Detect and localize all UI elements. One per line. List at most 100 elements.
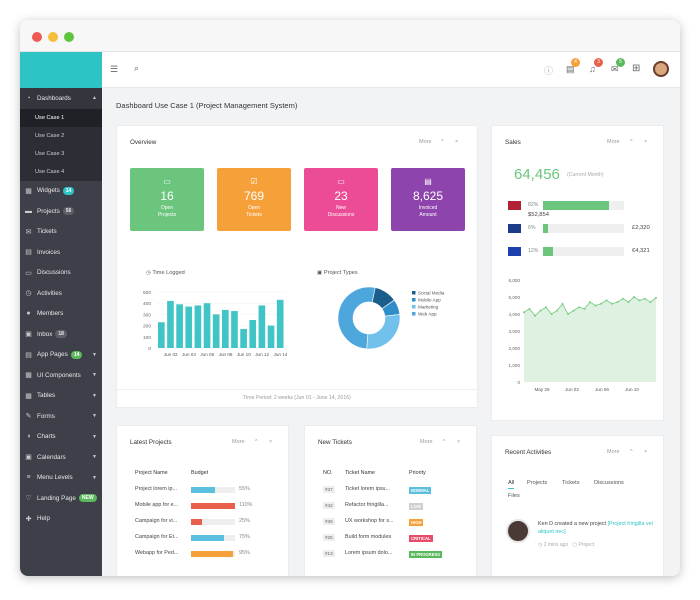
activities-close-icon[interactable]: × bbox=[644, 449, 648, 455]
tickets-more-button[interactable]: More bbox=[420, 439, 433, 445]
stat-tile[interactable]: ▤ 8,625 Invoiced Amount bbox=[391, 168, 465, 231]
activity-user[interactable]: Ken D bbox=[538, 521, 553, 527]
activity-avatar[interactable] bbox=[506, 519, 530, 543]
sales-point[interactable] bbox=[539, 309, 542, 312]
sales-point[interactable] bbox=[545, 306, 547, 309]
activities-more-button[interactable]: More bbox=[607, 449, 620, 455]
sales-point[interactable] bbox=[633, 296, 635, 298]
sales-point[interactable] bbox=[534, 314, 536, 317]
time-logged-bar[interactable] bbox=[222, 309, 229, 348]
time-logged-bar[interactable] bbox=[176, 304, 183, 348]
activity-project-link[interactable]: [Project fringilla vel aliquet nec] bbox=[538, 521, 653, 535]
time-logged-bar[interactable] bbox=[167, 300, 174, 348]
time-logged-bar[interactable] bbox=[203, 303, 211, 348]
sales-point[interactable] bbox=[605, 299, 608, 302]
sales-point[interactable] bbox=[578, 306, 580, 309]
sidebar-item-dashboards[interactable]: ◔ Dashboards ▲ bbox=[20, 88, 102, 109]
tab-discussions[interactable]: Discussions bbox=[594, 480, 624, 486]
sales-point[interactable] bbox=[655, 296, 657, 299]
projects-collapse-icon[interactable]: ^ bbox=[255, 439, 258, 445]
stat-tile[interactable]: ☑ 769 Open Tickets bbox=[217, 168, 291, 231]
sidebar-subitem[interactable]: Use Case 3 bbox=[20, 144, 102, 163]
tab-projects[interactable]: Projects bbox=[527, 480, 548, 486]
sales-point[interactable] bbox=[638, 299, 641, 302]
ticket-name[interactable]: Build form modules bbox=[345, 534, 392, 540]
sales-point[interactable] bbox=[616, 301, 619, 304]
collapse-icon[interactable]: ^ bbox=[441, 139, 444, 145]
sidebar-item-forms[interactable]: ✎ Forms ▼ bbox=[20, 406, 102, 427]
pie-slice[interactable] bbox=[366, 314, 401, 350]
sidebar-item-charts[interactable]: ◑ Charts ▼ bbox=[20, 427, 102, 448]
projects-more-button[interactable]: More bbox=[232, 439, 245, 445]
sales-point[interactable] bbox=[556, 309, 558, 312]
projects-close-icon[interactable]: × bbox=[269, 439, 273, 445]
time-logged-bar[interactable] bbox=[240, 328, 247, 348]
user-avatar[interactable] bbox=[653, 61, 669, 77]
time-logged-bar[interactable] bbox=[249, 320, 257, 348]
sidebar-item-tables[interactable]: ▦ Tables ▼ bbox=[20, 386, 102, 407]
sales-collapse-icon[interactable]: ^ bbox=[630, 139, 633, 145]
sidebar-item-activities[interactable]: ◷ Activities bbox=[20, 283, 102, 304]
sidebar-item-menu-levels[interactable]: ≡ Menu Levels ▼ bbox=[20, 468, 102, 489]
tickets-collapse-icon[interactable]: ^ bbox=[443, 439, 446, 445]
sales-point[interactable] bbox=[589, 301, 591, 304]
stat-tile[interactable]: ▭ 23 New Discussions bbox=[304, 168, 378, 231]
time-logged-bar[interactable] bbox=[185, 306, 193, 348]
menu-toggle-icon[interactable]: ☰ bbox=[110, 64, 119, 74]
project-name[interactable]: Webapp for Ped... bbox=[135, 550, 179, 556]
close-window-button[interactable] bbox=[32, 32, 42, 42]
sidebar-item-widgets[interactable]: ▦ Widgets 14 bbox=[20, 181, 102, 202]
ticket-name[interactable]: Refactor fringilla... bbox=[345, 502, 389, 508]
ticket-name[interactable]: UX workshop for s... bbox=[345, 518, 394, 524]
sidebar-item-discussions[interactable]: ▭ Discussions bbox=[20, 263, 102, 284]
sales-point[interactable] bbox=[561, 302, 564, 305]
sidebar-item-tickets[interactable]: ✉ Tickets bbox=[20, 222, 102, 243]
info-icon[interactable]: ⓘ bbox=[544, 66, 554, 76]
sidebar-item-ui-components[interactable]: ▦ UI Components ▼ bbox=[20, 365, 102, 386]
sidebar-item-landing-page[interactable]: ♡ Landing Page NEW bbox=[20, 488, 102, 509]
tab-files[interactable]: Files bbox=[508, 493, 520, 499]
pie-slice[interactable] bbox=[337, 286, 376, 350]
time-logged-bar[interactable] bbox=[158, 322, 165, 348]
sales-point[interactable] bbox=[550, 313, 553, 315]
sales-point[interactable] bbox=[611, 302, 613, 305]
bell-icon[interactable]: ♫ bbox=[589, 64, 596, 74]
project-name[interactable]: Campaign for Et... bbox=[135, 534, 179, 540]
time-logged-bar[interactable] bbox=[258, 305, 266, 348]
sales-point[interactable] bbox=[649, 301, 652, 304]
time-logged-bar[interactable] bbox=[267, 325, 275, 348]
sidebar-item-invoices[interactable]: ▤ Invoices bbox=[20, 242, 102, 263]
sales-point[interactable] bbox=[583, 307, 586, 310]
ticket-name[interactable]: Ticket lorem ipsu... bbox=[345, 486, 391, 492]
project-name[interactable]: Mobile app for e... bbox=[135, 502, 179, 508]
time-logged-bar[interactable] bbox=[194, 305, 202, 348]
sales-point[interactable] bbox=[572, 309, 575, 312]
project-name[interactable]: Campaign for vi... bbox=[135, 518, 178, 524]
stat-tile[interactable]: ▭ 16 Open Projects bbox=[130, 168, 204, 231]
time-logged-bar[interactable] bbox=[231, 311, 238, 348]
sidebar-item-app-pages[interactable]: ▤ App Pages 14 ▼ bbox=[20, 345, 102, 366]
tab-tickets[interactable]: Tickets bbox=[562, 480, 580, 486]
sidebar-subitem[interactable]: Use Case 2 bbox=[20, 126, 102, 145]
sidebar-subitem[interactable]: Use Case 1 bbox=[20, 108, 102, 127]
sidebar-item-projects[interactable]: ▬ Projects 56 bbox=[20, 201, 102, 222]
sidebar-item-inbox[interactable]: ▣ Inbox 18 bbox=[20, 324, 102, 345]
minimize-window-button[interactable] bbox=[48, 32, 58, 42]
sales-point[interactable] bbox=[600, 302, 602, 305]
more-button[interactable]: More bbox=[419, 139, 432, 145]
tasks-icon[interactable]: ▤ bbox=[566, 64, 575, 74]
sales-point[interactable] bbox=[528, 307, 531, 310]
maximize-window-button[interactable] bbox=[64, 32, 74, 42]
brand-logo[interactable] bbox=[20, 52, 102, 88]
envelope-icon[interactable]: ✉ bbox=[611, 64, 619, 74]
sales-point[interactable] bbox=[594, 304, 597, 307]
apps-grid-icon[interactable]: ⊞ bbox=[632, 63, 641, 74]
time-logged-bar[interactable] bbox=[276, 299, 284, 348]
sales-point[interactable] bbox=[523, 311, 525, 314]
activities-collapse-icon[interactable]: ^ bbox=[630, 449, 633, 455]
ticket-name[interactable]: Lorem ipsum dolo... bbox=[345, 550, 393, 556]
sales-point[interactable] bbox=[644, 297, 646, 300]
sidebar-item-help[interactable]: ✚ Help bbox=[20, 509, 102, 530]
sidebar-item-calendars[interactable]: ▣ Calendars ▼ bbox=[20, 447, 102, 468]
close-icon[interactable]: × bbox=[455, 139, 459, 145]
